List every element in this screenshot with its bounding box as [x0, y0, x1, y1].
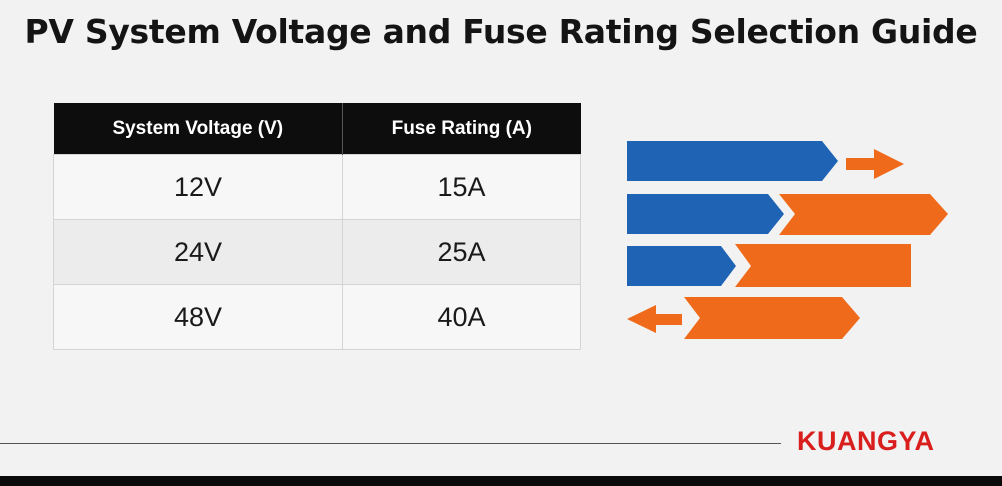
voltage-cell: 24V [52, 219, 344, 285]
blue-arrow-bar [627, 141, 838, 181]
voltage-cell: 12V [52, 154, 344, 220]
voltage-fuse-table: System Voltage (V) Fuse Rating (A) 12V 1… [52, 103, 581, 350]
voltage-cell: 48V [52, 284, 344, 350]
page-title: PV System Voltage and Fuse Rating Select… [24, 12, 978, 51]
brand-logo: KUANGYA [797, 426, 935, 456]
arrow-graphic [627, 141, 948, 339]
orange-arrow-bar [684, 297, 860, 339]
bottom-bar [0, 476, 1002, 486]
orange-arrow-bar [735, 244, 911, 287]
footer-divider [0, 443, 781, 444]
orange-arrow-right-icon [846, 149, 904, 179]
table-row: 24V 25A [52, 219, 581, 285]
column-header-fuse-rating: Fuse Rating (A) [342, 103, 581, 155]
table-header-row: System Voltage (V) Fuse Rating (A) [53, 103, 581, 155]
blue-arrow-bar [627, 194, 784, 234]
fuse-cell: 25A [342, 219, 581, 285]
fuse-cell: 15A [342, 154, 581, 220]
blue-arrow-bar [627, 246, 736, 286]
fuse-cell: 40A [342, 284, 581, 350]
table-row: 12V 15A [52, 154, 581, 220]
table-row: 48V 40A [52, 284, 581, 350]
orange-arrow-bar [779, 194, 948, 235]
column-header-system-voltage: System Voltage (V) [53, 103, 344, 155]
orange-arrow-left-icon [627, 305, 682, 333]
